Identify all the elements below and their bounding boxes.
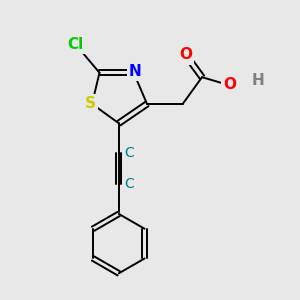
Text: Cl: Cl bbox=[68, 37, 84, 52]
Text: H: H bbox=[252, 73, 265, 88]
Text: C: C bbox=[124, 177, 134, 191]
Text: O: O bbox=[223, 77, 236, 92]
Text: O: O bbox=[179, 47, 192, 62]
Text: N: N bbox=[129, 64, 142, 79]
Text: S: S bbox=[85, 96, 96, 111]
Text: C: C bbox=[124, 146, 134, 160]
